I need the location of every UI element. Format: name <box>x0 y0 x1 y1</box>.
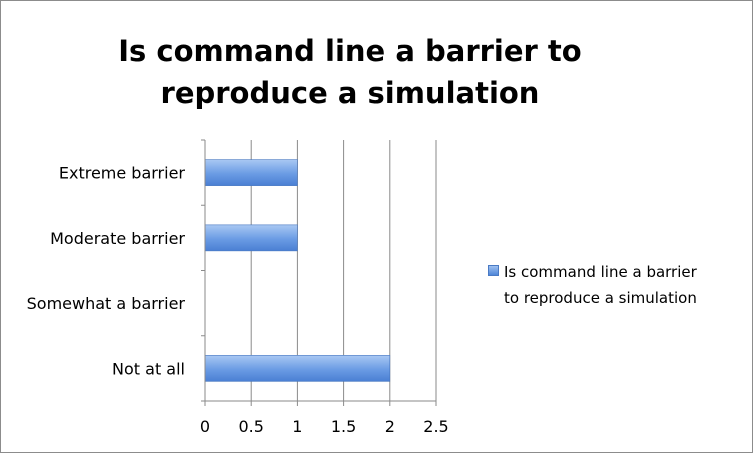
x-tick-label-1: 0.5 <box>238 417 263 436</box>
bar-0 <box>204 159 298 186</box>
x-tick-label-2: 1 <box>292 417 302 436</box>
category-label-0: Extreme barrier <box>59 164 186 183</box>
category-labels: Extreme barrier Moderate barrier Somewhat … <box>27 164 186 379</box>
chart-title: Is command line a barrier to reproduce a… <box>40 30 660 114</box>
bar-3 <box>204 355 391 382</box>
x-tick-label-3: 1.5 <box>331 417 356 436</box>
chart-title-line-1: Is command line a barrier to <box>118 34 582 68</box>
x-tick-label-0: 0 <box>200 417 210 436</box>
category-label-3: Not at all <box>112 359 185 378</box>
legend-label: Is command line a barrier to reproduce a… <box>504 259 734 311</box>
chart-title-line-2: reproduce a simulation <box>160 76 540 110</box>
axes <box>201 139 437 406</box>
x-tick-labels: 0 0.5 1 1.5 2 2.5 <box>200 417 449 436</box>
legend-label-line-2: to reproduce a simulation <box>504 289 697 307</box>
x-tick-label-4: 2 <box>385 417 395 436</box>
x-tick-label-5: 2.5 <box>423 417 448 436</box>
bar-1 <box>204 224 298 252</box>
category-label-2: Somewhat a barrier <box>27 294 186 313</box>
legend-swatch <box>488 265 499 276</box>
category-label-1: Moderate barrier <box>50 229 185 248</box>
legend-label-line-1: Is command line a barrier <box>504 263 697 281</box>
